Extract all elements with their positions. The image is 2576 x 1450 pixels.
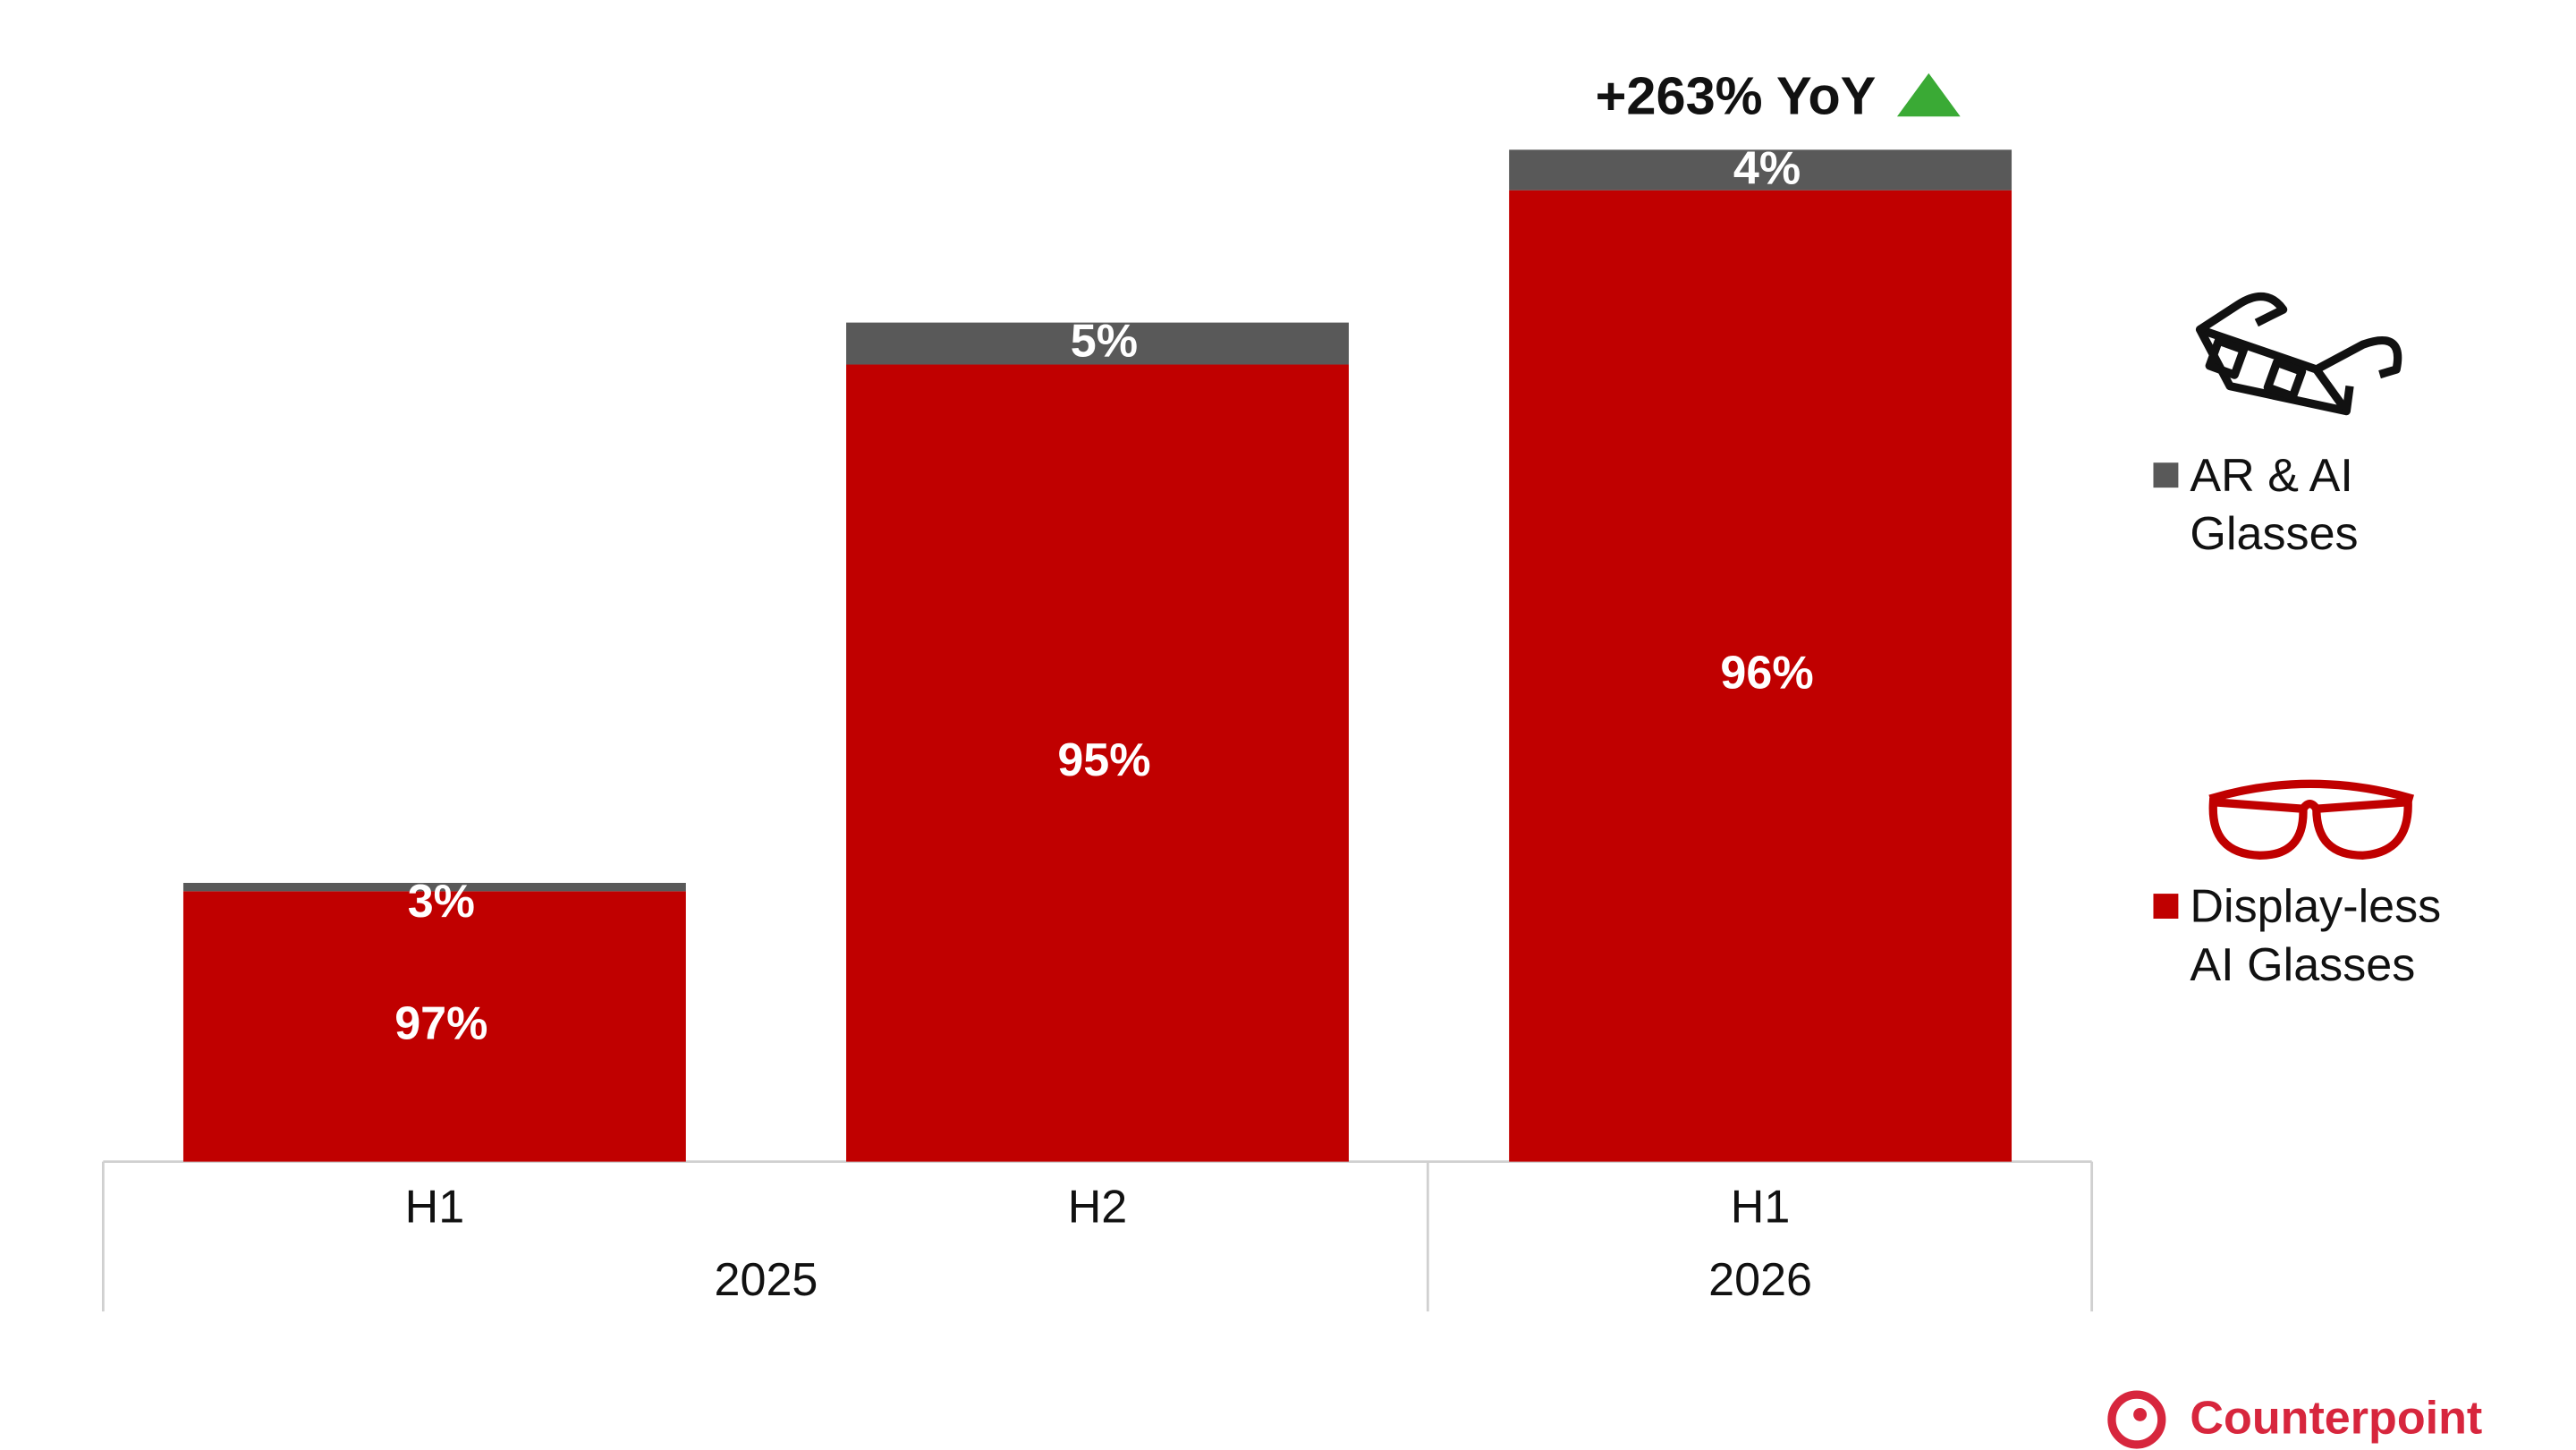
bar-segment	[846, 322, 1349, 365]
data-label: 96%	[1720, 647, 1813, 699]
legend-item: Display-less AI Glasses	[2153, 877, 2489, 993]
bar-segment	[182, 891, 686, 1162]
ar-glasses-icon	[2195, 292, 2402, 416]
x-tick-label: H2	[1068, 1181, 1128, 1233]
x-tick-label: H1	[1731, 1181, 1791, 1233]
data-label: 3%	[408, 876, 475, 928]
x-group-label: 2025	[715, 1254, 818, 1306]
x-group-label: 2026	[1708, 1254, 1812, 1306]
legend-label: Display-less AI Glasses	[2190, 880, 2442, 990]
brand: Counterpoint	[2190, 1393, 2482, 1445]
bar-segment	[182, 882, 686, 892]
legend-label: AR & AI Glasses	[2190, 449, 2359, 560]
bar-segment	[1509, 190, 2012, 1162]
bar-segment	[846, 364, 1349, 1162]
annotation: +263% YoY	[1596, 65, 1877, 125]
legend-swatch	[2153, 894, 2179, 919]
data-label: 5%	[1071, 316, 1138, 368]
data-label: 95%	[1057, 734, 1150, 786]
legend-swatch	[2153, 462, 2179, 488]
display-less-glasses-icon	[2208, 779, 2415, 860]
data-label: 4%	[1733, 142, 1801, 194]
logo: Counterpoint	[2107, 1390, 2482, 1449]
up-arrow	[1896, 72, 1961, 117]
x-tick-label: H1	[405, 1181, 465, 1233]
bar-segment	[1509, 149, 2012, 191]
data-label: 97%	[394, 997, 487, 1049]
legend-item: AR & AI Glasses	[2153, 446, 2481, 563]
